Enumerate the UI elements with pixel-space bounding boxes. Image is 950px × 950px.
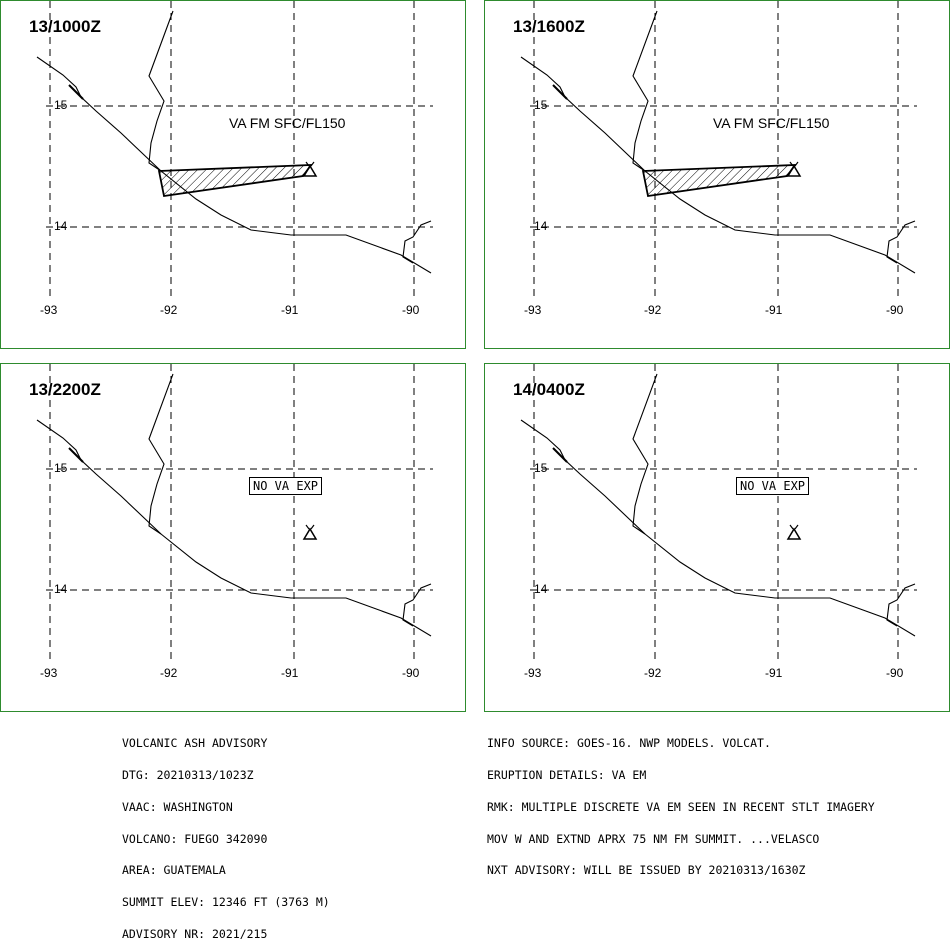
coastline-detail [68,447,84,463]
border-line [402,220,432,264]
panel-time-title: 13/1600Z [513,17,585,36]
lon-label-91: -91 [281,666,299,680]
coastline [520,419,916,637]
coastline [36,56,432,274]
map-drawing [520,364,917,659]
advisory-line: INFO SOURCE: GOES-16. NWP MODELS. VOLCAT… [487,736,771,751]
va-level-label: VA FM SFC/FL150 [713,115,830,131]
advisory-line: RMK: MULTIPLE DISCRETE VA EM SEEN IN REC… [487,799,875,814]
ash-cloud-polygon [641,164,797,198]
coastline-detail [68,84,84,100]
lon-label-93: -93 [40,303,58,317]
advisory-line: VOLCANO: FUEGO 342090 [122,831,268,846]
volcano-icon [786,161,802,177]
panel-time-title: 13/1000Z [29,17,101,36]
map-panel-1: 13/1000Z VA FM SFC/FL150 15 14 -93 -92 -… [0,0,466,349]
lon-label-93: -93 [524,303,542,317]
border-line [402,583,432,627]
lon-label-91: -91 [765,303,783,317]
lon-label-90: -90 [402,666,420,680]
map-panel-4: 14/0400Z NO VA EXP 15 14 -93 -92 -91 -90 [484,363,950,712]
volcano-icon [302,161,318,177]
lon-label-92: -92 [160,666,178,680]
coastline [36,419,432,637]
volcano-icon [786,524,802,540]
advisory-info-left: VOLCANIC ASH ADVISORY DTG: 20210313/1023… [122,717,330,950]
lat-label-14: 14 [534,219,548,233]
map-panel-3: 13/2200Z NO VA EXP 15 14 -93 -92 -91 -90 [0,363,466,712]
lat-label-15: 15 [54,98,68,112]
border-line [886,583,916,627]
lat-label-15: 15 [534,98,548,112]
va-level-label: VA FM SFC/FL150 [229,115,346,131]
lat-label-14: 14 [534,582,548,596]
lon-label-93: -93 [524,666,542,680]
map-drawing [520,1,917,296]
lat-label-15: 15 [54,461,68,475]
border-line [632,10,658,172]
border-line [148,10,174,172]
no-va-box: NO VA EXP [249,477,323,495]
lon-label-90: -90 [402,303,420,317]
advisory-line: NXT ADVISORY: WILL BE ISSUED BY 20210313… [487,863,806,878]
advisory-line: AREA: GUATEMALA [122,863,226,878]
advisory-line: MOV W AND EXTND APRX 75 NM FM SUMMIT. ..… [487,831,820,846]
coastline-detail [552,84,568,100]
border-line [148,373,174,535]
coastline-detail [552,447,568,463]
no-va-box: NO VA EXP [736,477,810,495]
panel-time-title: 13/2200Z [29,380,101,399]
advisory-info-right: INFO SOURCE: GOES-16. NWP MODELS. VOLCAT… [487,717,875,887]
lat-label-14: 14 [54,582,68,596]
lon-label-92: -92 [160,303,178,317]
lat-label-14: 14 [54,219,68,233]
map-panel-2: 13/1600Z VA FM SFC/FL150 15 14 -93 -92 -… [484,0,950,349]
advisory-line: ERUPTION DETAILS: VA EM [487,767,647,782]
panel-time-title: 14/0400Z [513,380,585,399]
lon-label-90: -90 [886,666,904,680]
ash-cloud-polygon [157,164,313,198]
lon-label-93: -93 [40,666,58,680]
volcano-icon [302,524,318,540]
lon-label-92: -92 [644,666,662,680]
advisory-line: VOLCANIC ASH ADVISORY [122,736,268,751]
lon-label-91: -91 [765,666,783,680]
border-line [632,373,658,535]
lat-label-15: 15 [534,461,548,475]
map-drawing [36,364,433,659]
advisory-line: SUMMIT ELEV: 12346 FT (3763 M) [122,895,330,910]
lon-label-92: -92 [644,303,662,317]
map-drawing [36,1,433,296]
lon-label-90: -90 [886,303,904,317]
advisory-line: ADVISORY NR: 2021/215 [122,926,268,941]
advisory-line: VAAC: WASHINGTON [122,799,233,814]
advisory-line: DTG: 20210313/1023Z [122,767,254,782]
coastline [520,56,916,274]
border-line [886,220,916,264]
lon-label-91: -91 [281,303,299,317]
